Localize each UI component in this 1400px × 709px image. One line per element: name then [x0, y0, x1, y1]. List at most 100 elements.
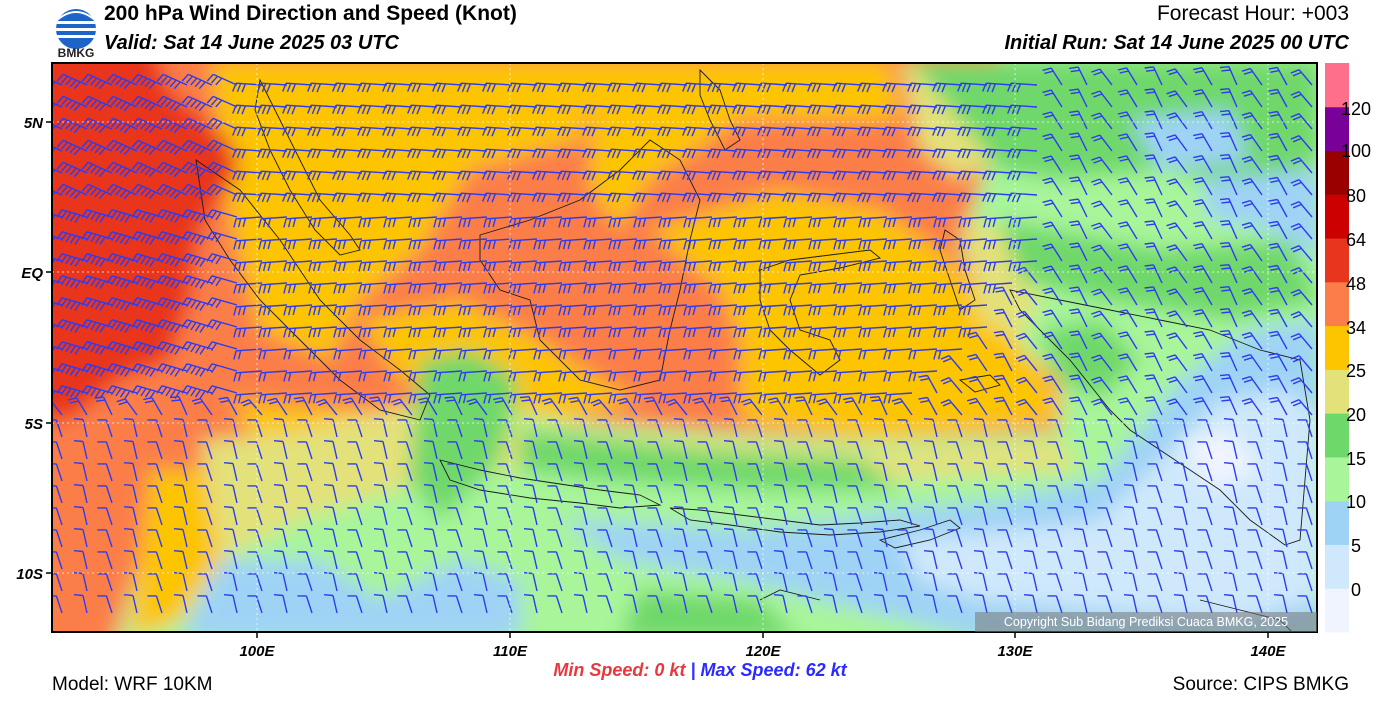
- wind-barb: [908, 370, 938, 382]
- wind-barb: [297, 441, 313, 460]
- wind-barb: [308, 260, 338, 272]
- wind-barb: [1117, 397, 1138, 416]
- wind-barb: [597, 507, 613, 526]
- wind-barb: [1042, 89, 1063, 108]
- wind-barb: [897, 529, 913, 548]
- wind-barb: [458, 216, 488, 228]
- wind-barb: [358, 238, 388, 250]
- wind-barb: [897, 463, 913, 482]
- wind-barb: [1173, 462, 1188, 482]
- wind-barb: [323, 462, 338, 482]
- wind-barb: [1197, 507, 1213, 526]
- wind-barb: [558, 348, 588, 360]
- wind-barb: [473, 594, 488, 614]
- wind-barb: [206, 341, 238, 351]
- wind-barb: [682, 104, 713, 115]
- wind-barb: [858, 392, 888, 404]
- wind-barb: [1197, 463, 1213, 482]
- wind-barb: [897, 573, 913, 592]
- wind-barb: [1042, 67, 1063, 86]
- wind-barb: [857, 82, 888, 93]
- wind-barb: [206, 363, 238, 373]
- wind-barb: [1007, 82, 1038, 93]
- wind-barb: [633, 392, 663, 404]
- wind-barb: [947, 573, 963, 592]
- wind-barb: [858, 370, 888, 382]
- wind-barb: [623, 528, 638, 548]
- wind-barb: [682, 192, 713, 203]
- wind-barb: [782, 104, 813, 115]
- wind-barb: [447, 595, 463, 614]
- wind-barb: [993, 352, 1013, 372]
- wind-barb: [847, 595, 863, 614]
- wind-barb: [523, 528, 538, 548]
- wind-barb: [608, 304, 638, 316]
- wind-barb: [1069, 242, 1088, 262]
- wind-barb: [223, 418, 238, 438]
- wind-barb: [547, 529, 563, 548]
- wind-barb: [547, 573, 563, 592]
- wind-barb: [808, 304, 838, 316]
- wind-barb: [1241, 155, 1263, 174]
- wind-barb: [957, 192, 988, 203]
- wind-barb: [833, 370, 863, 382]
- wind-barb: [1223, 528, 1238, 548]
- wind-barb: [1193, 309, 1213, 328]
- wind-barb: [1193, 265, 1213, 284]
- wind-barb: [257, 170, 288, 181]
- wind-barb: [432, 170, 463, 181]
- wind-barb: [633, 216, 663, 228]
- wind-barb: [823, 528, 838, 548]
- wind-barb: [197, 573, 213, 592]
- wind-barb: [967, 375, 988, 394]
- wind-barb: [782, 192, 813, 203]
- wind-barb: [482, 82, 513, 93]
- wind-barb: [1042, 199, 1063, 218]
- wind-barb: [1147, 551, 1163, 570]
- wind-barb: [131, 183, 163, 200]
- wind-barb: [783, 326, 813, 338]
- wind-barb: [1193, 89, 1213, 108]
- wind-barb: [747, 507, 763, 526]
- wind-barb: [682, 126, 713, 137]
- wind-barb: [397, 507, 413, 526]
- wind-barb: [197, 441, 213, 460]
- wind-barb: [1241, 133, 1263, 152]
- wind-barb: [923, 462, 938, 482]
- wind-barb: [723, 550, 738, 570]
- wind-barb: [56, 139, 88, 156]
- wind-barb: [131, 319, 163, 333]
- wind-barb: [1173, 550, 1188, 570]
- wind-barb: [967, 397, 988, 416]
- wind-barb: [1042, 177, 1063, 196]
- wind-barb: [358, 282, 388, 294]
- wind-barb: [373, 506, 388, 526]
- wind-barb: [497, 595, 513, 614]
- wind-barb: [283, 304, 313, 316]
- wind-barb: [673, 440, 688, 460]
- wind-barb: [407, 192, 438, 203]
- wind-barb: [857, 104, 888, 115]
- wind-barb: [1117, 89, 1138, 108]
- wind-barb: [81, 275, 113, 289]
- wind-barb: [273, 418, 288, 438]
- wind-barb: [323, 440, 338, 460]
- lon-label-110e: 110E: [493, 643, 528, 660]
- wind-barb: [1197, 529, 1213, 548]
- wind-barb: [73, 594, 88, 614]
- wind-barb: [783, 282, 813, 294]
- wind-barb: [823, 506, 838, 526]
- wind-barb: [723, 594, 738, 614]
- wind-barb: [573, 484, 588, 504]
- wind-barb: [73, 550, 88, 570]
- wind-barb: [240, 399, 263, 416]
- wind-barb: [457, 148, 488, 159]
- wind-barb: [673, 528, 688, 548]
- wind-barb: [347, 551, 363, 570]
- wind-barb: [508, 260, 538, 272]
- wind-barb: [81, 209, 113, 223]
- wind-barb: [232, 148, 263, 159]
- wind-barb: [1144, 88, 1163, 108]
- wind-barb: [1147, 595, 1163, 614]
- wind-barb: [923, 418, 938, 438]
